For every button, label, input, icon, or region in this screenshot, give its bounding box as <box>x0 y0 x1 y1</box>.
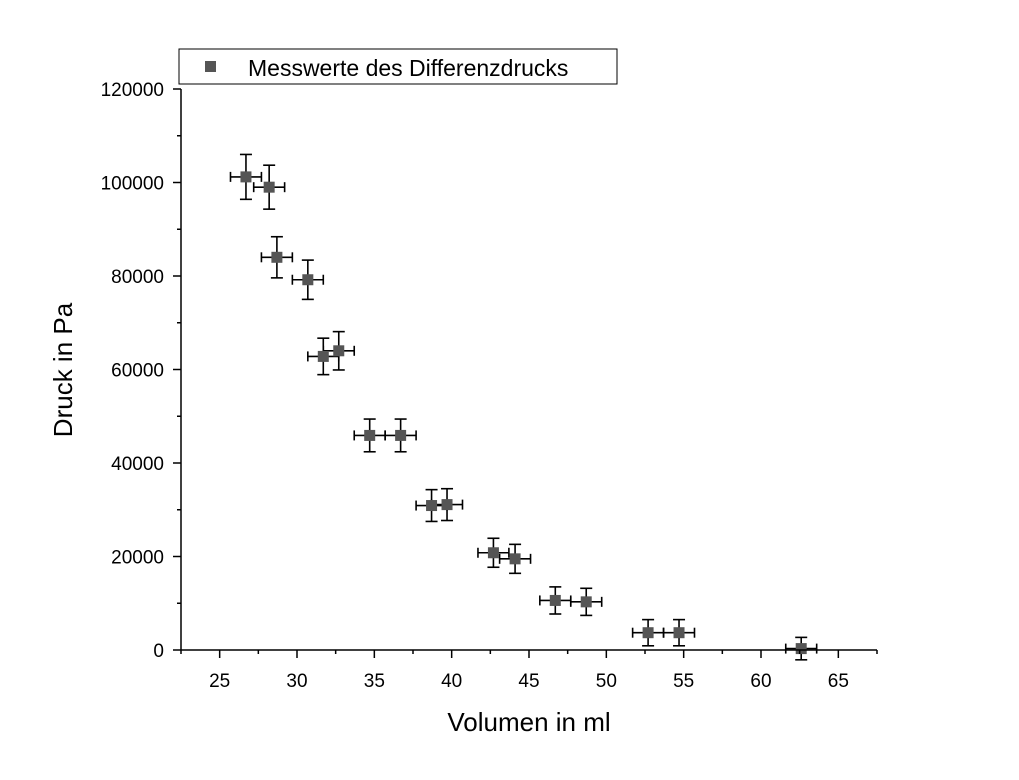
data-point <box>263 181 275 193</box>
x-tick-label: 60 <box>750 671 771 692</box>
x-tick-label: 55 <box>673 671 694 692</box>
y-tick-label: 120000 <box>101 80 164 101</box>
axes <box>180 89 877 651</box>
data-point <box>317 350 329 362</box>
data-point <box>673 627 685 639</box>
error-bars <box>229 153 818 661</box>
y-ticks: 0 20000 40000 60000 80000 100000 120000 <box>101 80 181 662</box>
data-point <box>395 429 407 441</box>
data-point <box>549 594 561 606</box>
data-point <box>580 596 592 608</box>
data-point <box>487 547 499 559</box>
legend-box <box>178 48 618 85</box>
x-tick-label: 40 <box>441 671 462 692</box>
legend-label: Messwerte des Differenzdrucks <box>248 55 568 81</box>
x-tick-label: 35 <box>364 671 385 692</box>
x-tick-label: 50 <box>596 671 617 692</box>
legend-marker <box>205 61 216 72</box>
x-tick-label: 30 <box>286 671 307 692</box>
legend: Messwerte des Differenzdrucks <box>178 48 618 85</box>
x-tick-label: 25 <box>209 671 230 692</box>
data-point <box>364 429 376 441</box>
data-point <box>509 553 521 565</box>
y-tick-label: 20000 <box>111 548 164 569</box>
y-axis-title: Druck in Pa <box>48 302 78 437</box>
data-point <box>302 274 314 286</box>
data-point <box>426 500 438 512</box>
data-point <box>795 643 807 655</box>
y-tick-label: 0 <box>153 641 164 662</box>
y-tick-label: 40000 <box>111 454 164 475</box>
x-ticks: 25 30 35 40 45 50 55 60 65 <box>180 650 878 692</box>
data-point <box>271 251 283 263</box>
x-axis-title: Volumen in ml <box>447 707 610 737</box>
x-tick-label: 45 <box>518 671 539 692</box>
data-point <box>333 345 345 357</box>
data-point <box>642 627 654 639</box>
data-points <box>240 171 807 655</box>
data-point <box>240 171 252 183</box>
y-tick-label: 100000 <box>101 174 164 195</box>
y-tick-label: 60000 <box>111 361 164 382</box>
data-point <box>441 499 453 511</box>
y-tick-label: 80000 <box>111 267 164 288</box>
x-tick-label: 65 <box>828 671 849 692</box>
